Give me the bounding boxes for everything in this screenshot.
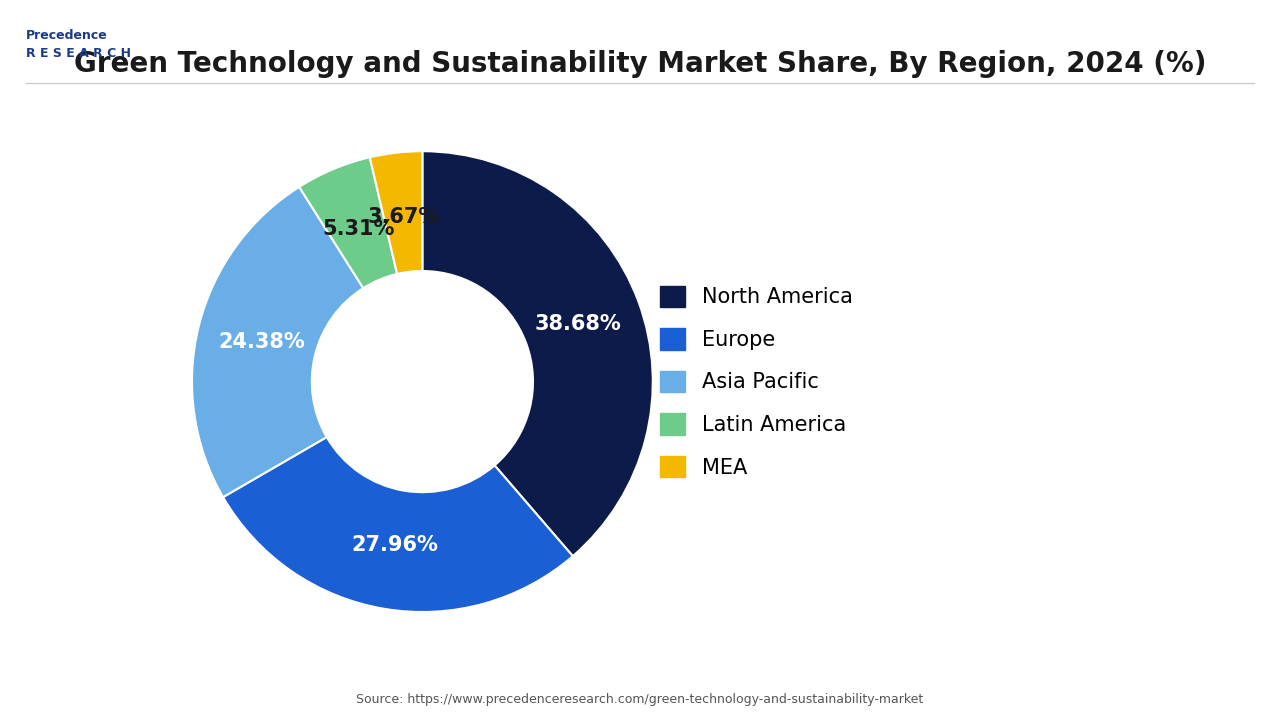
- Text: 38.68%: 38.68%: [535, 314, 621, 334]
- Wedge shape: [192, 187, 364, 497]
- Text: Precedence
R E S E A R C H: Precedence R E S E A R C H: [26, 29, 131, 60]
- Wedge shape: [223, 437, 573, 612]
- Legend: North America, Europe, Asia Pacific, Latin America, MEA: North America, Europe, Asia Pacific, Lat…: [652, 277, 861, 486]
- Wedge shape: [300, 157, 397, 288]
- Text: Source: https://www.precedenceresearch.com/green-technology-and-sustainability-m: Source: https://www.precedenceresearch.c…: [356, 693, 924, 706]
- Text: 5.31%: 5.31%: [323, 219, 394, 238]
- Text: 3.67%: 3.67%: [367, 207, 439, 227]
- Text: Green Technology and Sustainability Market Share, By Region, 2024 (%): Green Technology and Sustainability Mark…: [74, 50, 1206, 78]
- Wedge shape: [370, 151, 422, 274]
- Text: 27.96%: 27.96%: [352, 535, 438, 555]
- Text: 24.38%: 24.38%: [218, 332, 305, 352]
- Wedge shape: [422, 151, 653, 556]
